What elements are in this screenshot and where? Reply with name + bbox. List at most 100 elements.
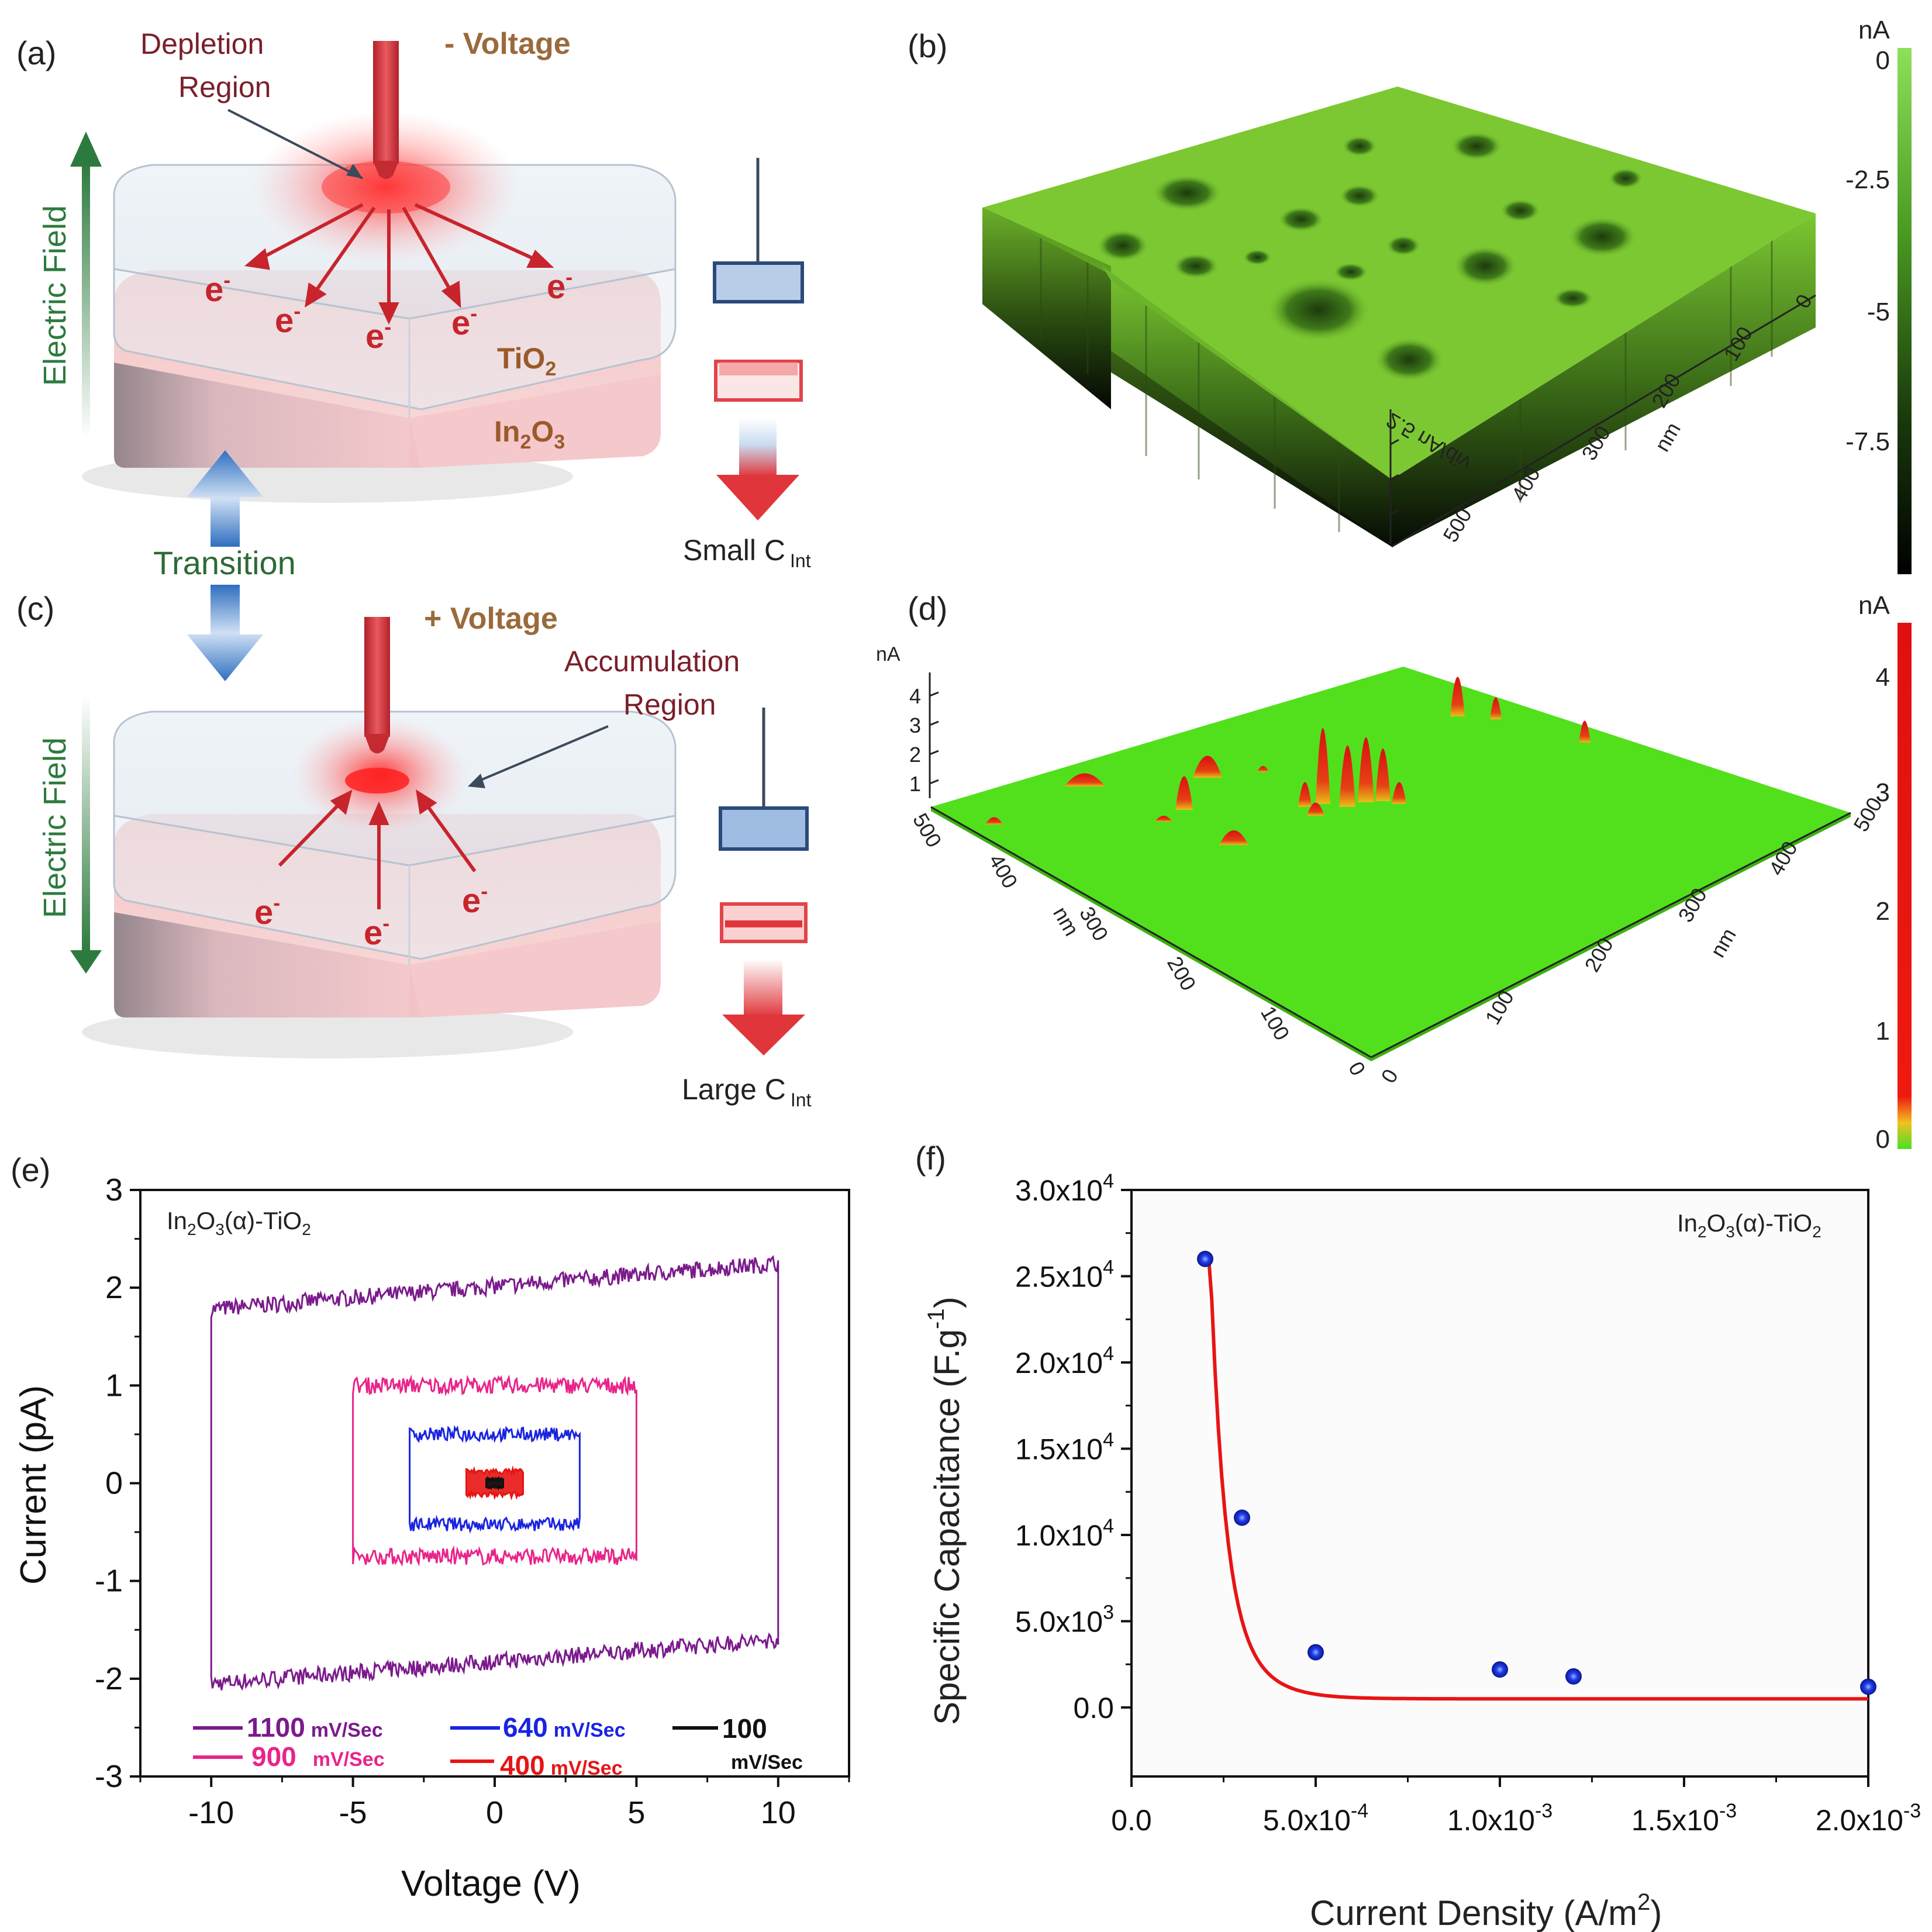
cv-x-tick-label: 0 <box>486 1795 503 1830</box>
capacitance-y-tick-label: 2.0x104 <box>1015 1343 1114 1379</box>
depletion-label-line1: Depletion <box>140 27 264 60</box>
legend-item-100: 100 <box>722 1713 767 1744</box>
capacitance-plot-frame <box>1130 1189 1869 1778</box>
z-ticks-d: 4 3 2 1 <box>909 684 921 796</box>
electric-field-arrow-down <box>70 696 102 974</box>
x-axis-b <box>1391 294 1816 548</box>
svg-text:0: 0 <box>1876 46 1890 75</box>
electron-arrows-a <box>244 203 554 325</box>
block-b-front-right <box>1392 213 1816 547</box>
cv-inset-label: In2O3(α)-TiO2 <box>167 1207 311 1238</box>
cv-y-tick-label: 3 <box>105 1172 123 1208</box>
capacitance-x-tick-label: 5.0x10-4 <box>1263 1800 1368 1837</box>
panel-a-tag: (a) <box>16 34 56 71</box>
svg-text:4: 4 <box>1876 663 1890 692</box>
svg-text:e-: e- <box>462 879 488 920</box>
svg-text:e-: e- <box>275 299 301 340</box>
cv-x-axis-label: Voltage (V) <box>401 1864 581 1904</box>
panel-b-tag: (b) <box>908 27 947 64</box>
in2o3-label-a: In2O3 <box>494 415 565 453</box>
capacitance-fit-curve <box>1205 1254 1868 1701</box>
large-cint-label: Large C Int <box>682 1073 812 1110</box>
cv-series-900 <box>352 1374 637 1567</box>
capacitance-inset-label: In2O3(α)-TiO2 <box>1677 1209 1821 1241</box>
panel-d: (d) nA <box>876 590 1912 1154</box>
electron-labels-a: e- e- e- e- e- <box>205 265 572 356</box>
colorbar-b-ticks: 0 -2.5 -5 -7.5 <box>1845 46 1890 456</box>
cv-x-tick-label: -5 <box>339 1795 367 1830</box>
svg-text:0: 0 <box>1344 1058 1371 1080</box>
svg-text:e-: e- <box>451 301 477 342</box>
capacitance-y-label: Specific Capacitance (F.g-1) <box>923 1296 967 1725</box>
capacitance-data-point <box>1307 1644 1324 1661</box>
cv-x-tick-label: -10 <box>188 1795 234 1830</box>
electric-field-arrow-up <box>70 132 102 439</box>
left-axis-label-d: nm <box>1048 903 1084 940</box>
svg-text:0: 0 <box>1876 1125 1890 1154</box>
svg-text:e-: e- <box>205 268 230 309</box>
legend-item-640: 640 mV/Sec <box>503 1712 626 1743</box>
electron-labels-c: e- e- e- <box>254 879 488 952</box>
panel-b: (b) <box>908 16 1912 574</box>
panel-f-tag: (f) <box>915 1140 946 1177</box>
colorbar-d-unit: nA <box>1858 591 1890 620</box>
legend-item-400: 400 mV/Sec <box>500 1750 623 1781</box>
depletion-pointer <box>227 109 363 180</box>
surface-d-floor <box>931 667 1851 1057</box>
left-axis-d <box>930 806 1372 1058</box>
cv-y-tick-label: 0 <box>105 1466 123 1501</box>
colorbar-b <box>1898 48 1912 574</box>
capacitor-large <box>719 708 809 1055</box>
capacitance-y-tick-label: 1.0x104 <box>1015 1515 1114 1552</box>
colorbar-b-unit: nA <box>1858 16 1890 44</box>
capacitance-data-point <box>1565 1668 1582 1685</box>
svg-text:-7.5: -7.5 <box>1845 427 1890 456</box>
svg-text:e-: e- <box>547 265 572 306</box>
surface-d-peaks <box>985 677 1591 845</box>
cv-x-tick-label: 5 <box>627 1795 645 1830</box>
afm-tip-a <box>373 41 399 179</box>
svg-text:3: 3 <box>1876 778 1890 807</box>
svg-text:4: 4 <box>909 684 921 708</box>
capacitance-data-point <box>1197 1251 1213 1267</box>
cv-y-tick-label: -3 <box>95 1759 123 1794</box>
afm-tip-c <box>364 617 390 754</box>
capacitor-small <box>713 158 804 520</box>
capacitance-data-point <box>1234 1509 1250 1526</box>
transition-label: Transition <box>153 544 296 581</box>
z-axis-d <box>929 672 939 798</box>
panel-d-tag: (d) <box>908 590 947 627</box>
svg-text:e-: e- <box>364 911 389 952</box>
svg-text:e-: e- <box>254 891 280 932</box>
svg-text:0: 0 <box>1376 1065 1403 1087</box>
panel-c: (c) Electric Field + Voltage Accumulatio… <box>16 590 812 1110</box>
transition-arrow <box>187 450 263 681</box>
svg-text:3: 3 <box>909 713 921 737</box>
capacitance-chart: 0.0 5.0x10-4 1.0x10-3 1.5x10-3 2.0x10-3 0.0 5.… <box>1015 1170 1921 1837</box>
voltage-label-a: - Voltage <box>444 27 571 61</box>
right-axis-label-d: nm <box>1705 924 1741 961</box>
panel-a: (a) Electric Field D <box>16 27 811 571</box>
capacitance-x-tick-label: 0.0 <box>1111 1804 1152 1837</box>
svg-text:2: 2 <box>1876 897 1890 926</box>
accumulation-pointer <box>472 725 609 785</box>
capacitance-x-tick-label: 1.0x10-3 <box>1447 1800 1552 1837</box>
x-axis-label-b: nm <box>1650 418 1685 456</box>
block-b-pits <box>1096 132 1643 382</box>
panel-c-tag: (c) <box>16 590 54 627</box>
capacitance-x-label: Current Density (A/m2) <box>1310 1889 1662 1932</box>
capacitance-data-point <box>1492 1661 1508 1678</box>
small-cint-label: Small C Int <box>683 534 811 571</box>
cv-series-100 <box>485 1475 504 1491</box>
cv-series-1100 <box>210 1255 779 1691</box>
capacitance-x-tick-label: 2.0x10-3 <box>1816 1800 1921 1837</box>
accumulation-label-line1: Accumulation <box>564 645 740 678</box>
cv-y-tick-label: 1 <box>105 1368 123 1403</box>
legend-item-900: 900 mV/Sec <box>251 1741 385 1772</box>
cv-y-tick-label: 2 <box>105 1270 123 1305</box>
accumulation-label-line2: Region <box>623 688 716 721</box>
legend-item-100-unit: mV/Sec <box>731 1751 803 1774</box>
cv-legend: 1100 mV/Sec 640 mV/Sec 100 mV/Sec 900 mV/Se… <box>193 1712 803 1781</box>
